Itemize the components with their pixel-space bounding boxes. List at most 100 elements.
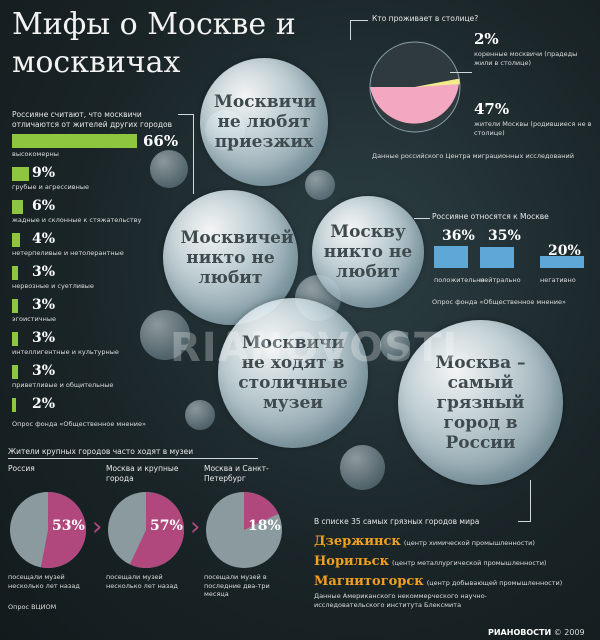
decorative-bubble (140, 310, 190, 360)
museum-pie (10, 492, 87, 568)
museum-caption: посещали музей несколько лет назад (106, 573, 178, 590)
city-name: Магнитогорск (314, 574, 424, 589)
dirty-intro: В списке 35 самых грязных городов мира (314, 517, 480, 526)
citizens-pct: 47% (474, 100, 510, 118)
decorative-bubble (185, 400, 215, 430)
footer-year: © 2009 (553, 628, 585, 637)
trait-pct: 4% (32, 231, 56, 247)
museum-region: Москва и крупные города (106, 464, 179, 483)
museums-intro: Жители крупных городов часто ходят в муз… (8, 447, 194, 456)
trait-bar (12, 233, 20, 247)
trait-pct: 9% (32, 165, 56, 181)
attitude-intro: Россияне относятся к Москве (432, 212, 549, 221)
myth-bubble-2: Москвичей никто не любит (163, 190, 298, 325)
museums-source: Опрос ВЦИОМ (8, 603, 57, 611)
dirty-rule (518, 521, 531, 522)
attitude-label: положительно (434, 276, 485, 284)
myth-1-text: Москвичи не любят приезжих (214, 92, 317, 152)
trait-label: жадные и склонные к стяжательству (12, 216, 142, 224)
myth-3-text: Москву никто не любит (323, 222, 413, 282)
myth-4-text: Москвичи не ходят в столичные музеи (238, 333, 348, 413)
footer: РИАНОВОСТИ © 2009 (488, 628, 585, 637)
trait-pct: 3% (32, 264, 56, 280)
residents-question: Кто проживает в столице? (372, 14, 479, 23)
residents-source: Данные российского Центра миграционных и… (372, 152, 574, 160)
trait-pct: 3% (32, 330, 56, 346)
trait-bar (12, 134, 137, 148)
city-row: Магнитогорск (центр добывающей промышленн… (314, 570, 562, 589)
attitude-bar (480, 246, 514, 268)
watermark: RIANOVOSTI (170, 325, 459, 371)
myth-bubble-5: Москва – самый грязный город в России (398, 320, 563, 485)
trait-pct: 3% (32, 363, 56, 379)
trait-bar (12, 398, 16, 412)
museum-pie-slice (40, 492, 87, 568)
decorative-bubble (380, 330, 410, 360)
trait-bar (12, 266, 18, 280)
attitude-source: Опрос фонда «Общественное мнение» (432, 298, 566, 306)
city-name: Норильск (314, 554, 389, 569)
museum-pct: 57% (150, 518, 183, 534)
trait-label: нервозные и суетливые (12, 282, 94, 290)
museum-caption: посещали музей в последние два-три месяц… (204, 573, 270, 598)
citizens-slice (370, 78, 460, 124)
myth-2-text: Москвичей никто не любит (180, 227, 294, 288)
attitude-label: негативно (540, 276, 576, 284)
citizens-label: жители Москвы (родившиеся не в столице) (474, 120, 592, 137)
city-note: (центр добывающей промышленности) (426, 579, 563, 587)
chevron-right-icon: › (92, 512, 103, 542)
myth-bubble-1: Москвичи не любят приезжих (200, 58, 328, 186)
museum-pie (108, 492, 184, 568)
trait-bar (12, 332, 18, 346)
trait-label: нетерпеливые и нетолерантные (12, 249, 124, 257)
attitude-pct: 35% (488, 228, 521, 244)
city-row: Дзержинск (центр химической промышленност… (314, 530, 535, 549)
trait-label: грубые и агрессивные (12, 183, 89, 191)
museum-caption: посещали музей несколько лет назад (8, 573, 80, 590)
trait-label: эгоистичные (12, 315, 56, 323)
trait-pct: 2% (32, 396, 56, 412)
attitude-bar (540, 255, 584, 268)
museum-pie-slice (244, 492, 279, 530)
residents-rule (350, 20, 368, 21)
attitude-pct: 36% (442, 228, 475, 244)
myth-5-text: Москва – самый грязный город в России (435, 352, 526, 453)
natives-label: коренные москвичи (прадеды жили в столиц… (474, 50, 578, 67)
trait-bar (12, 299, 18, 313)
footer-brand: РИАНОВОСТИ (488, 628, 552, 637)
residents-rule (350, 20, 351, 40)
traits-intro: Россияне считают, что москвичи отличаютс… (12, 110, 173, 129)
decorative-bubble (340, 445, 385, 490)
city-note: (центр химической промышленности) (403, 539, 535, 547)
traits-rule (193, 114, 194, 194)
traits-rule (178, 114, 194, 115)
natives-sliver (415, 78, 460, 87)
trait-pct: 6% (32, 198, 56, 214)
trait-bar (12, 365, 18, 379)
trait-label: приветливые и общительные (12, 381, 114, 389)
trait-pct: 66% (143, 132, 179, 150)
museum-pie (206, 492, 282, 568)
attitude-label: нейтрально (480, 276, 521, 284)
traits-source: Опрос фонда «Общественное мнение» (12, 420, 146, 428)
museum-region: Москва и Санкт-Петербург (204, 464, 269, 483)
trait-label: высокомерны (12, 150, 59, 158)
myth-bubble-4: Москвичи не ходят в столичные музеи (218, 298, 368, 448)
page-title: Мифы о Москве и москвичах (12, 7, 296, 80)
city-note: (центр металлургической промышленности) (391, 559, 547, 567)
trait-bar (12, 200, 24, 214)
natives-pct: 2% (474, 30, 499, 48)
museum-pct: 18% (248, 518, 281, 534)
city-name: Дзержинск (314, 534, 401, 549)
dirty-rule (530, 480, 531, 522)
museum-pie-slice (129, 492, 184, 568)
decorative-bubble (305, 170, 335, 200)
dirty-source: Данные Американского некоммерческого нау… (314, 592, 487, 609)
museums-rule (8, 458, 258, 459)
trait-pct: 3% (32, 297, 56, 313)
attitude-pct: 20% (548, 243, 581, 259)
city-row: Норильск (центр металлургической промышле… (314, 550, 546, 569)
natives-pointer (450, 72, 472, 73)
trait-bar (12, 167, 30, 181)
museum-pct: 53% (52, 518, 85, 534)
